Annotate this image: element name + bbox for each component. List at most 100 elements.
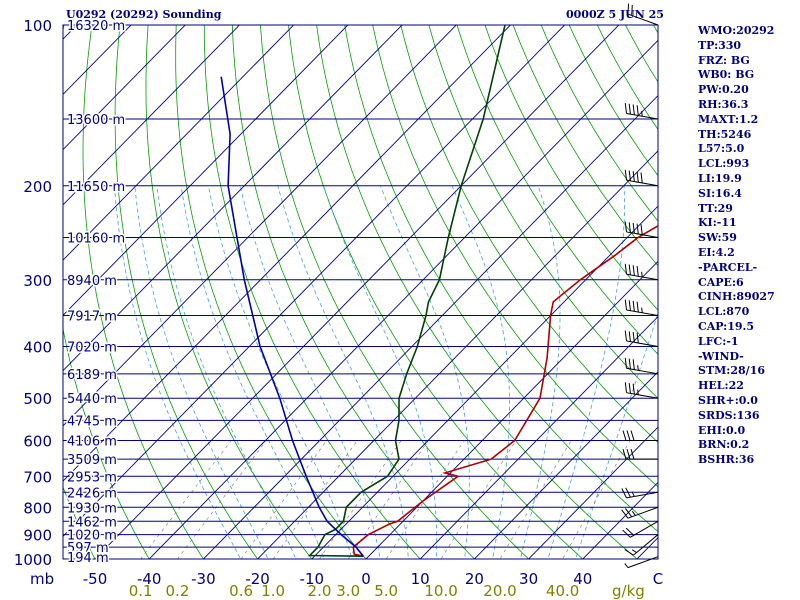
moist-adiabat [323,185,438,559]
barb-feather [622,430,627,441]
wind-barb [624,103,659,120]
barb-feather [628,382,631,394]
barb-feather [624,548,634,556]
isotherm [419,315,658,559]
barb-shaft [630,520,659,538]
dewpoint-trace [307,25,506,557]
wind-barb [624,169,659,187]
temperature-tick: 20 [465,570,484,588]
moist-adiabat [134,185,269,559]
index-item: LCL:993 [698,157,750,171]
sounding-traces [220,25,658,557]
isotherm [63,25,349,317]
height-label: 597 m [67,541,109,556]
barb-feather [625,487,631,498]
dry-adiabat [456,25,658,355]
mixing-ratio-tick: 3.0 [336,582,360,600]
barb-feather [632,265,635,276]
dry-adiabat [344,25,658,533]
index-item: TP:330 [698,38,742,52]
mixing-ratio-tick: 0.1 [129,582,153,600]
stability-indices: WMO:20292 TP:330 FRZ: BG WB0: BG PW:0.20 RH:3… [698,24,775,468]
barb-feather [632,300,635,312]
index-item: -PARCEL- [698,260,758,274]
isotherm [63,25,512,482]
barb-shaft [633,534,659,556]
mixing-ratio-line [240,440,328,559]
isobars [62,24,659,560]
mixing-ratio-tick: 10.0 [424,582,457,600]
isotherm [202,94,658,559]
dry-adiabat [63,25,150,559]
index-item: MAXT:1.2 [698,112,759,126]
barb-feather [636,105,639,116]
index-item: SRDS:136 [698,408,760,422]
dry-adiabat [512,25,658,267]
barb-feather [632,171,635,182]
height-label: 6189 m [67,368,117,383]
moist-adiabat [239,185,381,559]
barb-feather [624,382,627,393]
barb-shaft [626,491,659,499]
index-item: KI:-11 [698,216,737,230]
index-item: TT:29 [698,201,733,215]
pressure-label: 300 [23,272,52,290]
barb-feather [636,265,639,277]
moist-adiabat [114,185,242,559]
index-item: LCL:870 [698,305,750,319]
dry-adiabat [400,25,658,444]
barb-half-feather [641,307,643,313]
temperature-tick: -40 [137,570,162,588]
index-item: LFC:-1 [698,334,739,348]
pressure-label: 100 [23,17,52,35]
barb-feather [628,170,631,181]
dry-adiabat [484,25,658,311]
barb-feather [622,448,627,460]
barb-feather [624,263,627,275]
wind-barb [622,430,658,442]
dry-adiabat [231,25,475,559]
wind-barb [624,534,659,556]
index-item: RH:36.3 [698,97,749,111]
wind-barb [624,330,659,347]
moist-adiabat [277,185,409,559]
temperature-tick: -50 [83,570,108,588]
height-label: 5440 m [67,392,117,407]
moist-adiabat [180,185,325,559]
mixing-ratio-tick: 1.0 [261,582,285,600]
temperature-tick: 40 [573,570,592,588]
wind-barb [627,3,659,26]
mixing-ratio-line [499,440,572,559]
dry-adiabat [63,485,96,559]
temperature-tick: C [653,570,663,588]
height-label: 16320 m [67,19,125,34]
barb-feather [624,103,627,114]
barb-feather [640,224,643,235]
index-item: BSHR:36 [698,453,755,467]
wind-barb [622,448,658,460]
barb-shaft [627,13,659,26]
index-item: WMO:20292 [698,24,775,37]
index-item: CAP:19.5 [698,319,755,333]
moist-adiabat [575,311,658,559]
barb-feather [630,430,635,441]
dry-adiabats [63,25,658,559]
barb-half-feather [637,389,639,395]
isotherm [94,25,620,559]
mixing-ratio-line [440,440,517,559]
barb-half-feather [641,111,643,117]
isotherm [63,25,566,538]
barb-feather [636,332,639,344]
temperature-tick: -10 [300,570,325,588]
temperature-tick: 30 [519,570,538,588]
barb-feather [627,3,630,15]
wind-barb [624,556,659,569]
index-item: -WIND- [698,349,744,363]
height-label: 7917 m [67,310,117,325]
isotherm [63,25,403,372]
barb-shaft [626,367,659,375]
height-label: 8940 m [67,274,117,289]
barb-half-feather [631,491,635,497]
index-item: L57:5.0 [698,142,745,156]
barb-feather [640,172,643,184]
